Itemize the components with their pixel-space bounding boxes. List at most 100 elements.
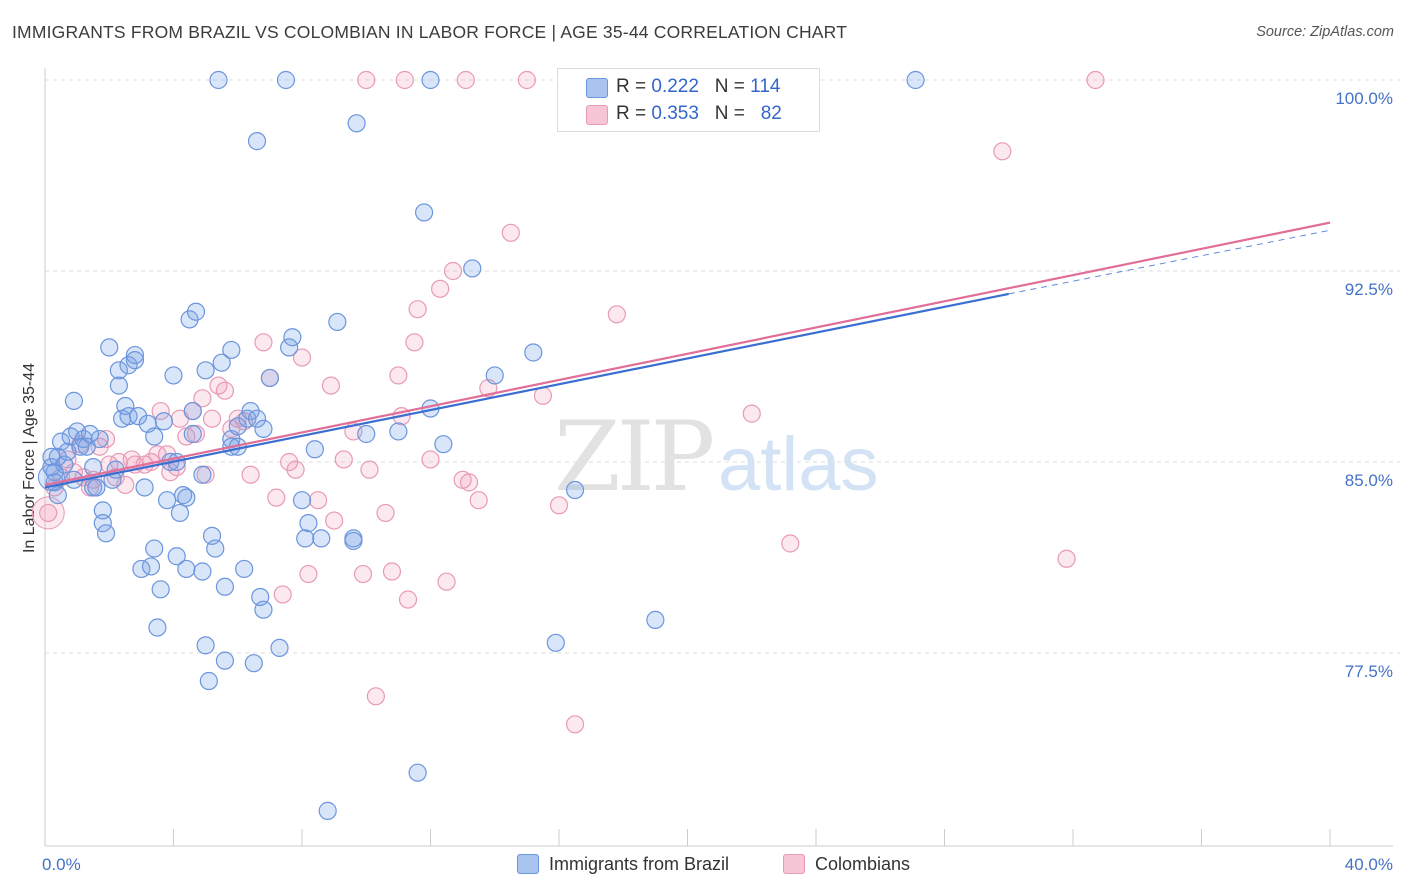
brazil-point bbox=[109, 376, 128, 395]
colombia-point bbox=[376, 503, 395, 523]
y-tick-label: 85.0% bbox=[1345, 471, 1393, 490]
brazil-r-label: R = bbox=[616, 76, 647, 97]
brazil-point bbox=[414, 203, 434, 222]
brazil-point bbox=[177, 488, 196, 507]
brazil-point bbox=[151, 580, 170, 599]
colombia-point bbox=[299, 564, 318, 584]
brazil-point bbox=[215, 577, 234, 596]
brazil-point bbox=[157, 491, 177, 510]
x-tick-label-left: 0.0% bbox=[42, 855, 81, 874]
colombia-point bbox=[459, 473, 479, 492]
colombia-point bbox=[334, 450, 353, 469]
brazil-point bbox=[344, 531, 363, 551]
colombia-trendline bbox=[44, 221, 1331, 486]
brazil-point bbox=[546, 633, 565, 652]
brazil-point bbox=[183, 401, 202, 421]
brazil-point bbox=[222, 340, 241, 360]
colombia-point bbox=[353, 564, 373, 584]
colombia-point bbox=[437, 572, 456, 591]
colombia-point bbox=[1057, 549, 1076, 568]
legend-colombia-swatch bbox=[783, 854, 805, 874]
brazil-point bbox=[93, 501, 112, 520]
brazil-stats-row: R = 0.222 N = 114 bbox=[616, 75, 780, 99]
brazil-point bbox=[389, 422, 408, 441]
brazil-point bbox=[254, 419, 273, 438]
colombia-point bbox=[292, 348, 312, 367]
colombia-point bbox=[202, 409, 222, 428]
colombia-point bbox=[1086, 70, 1105, 90]
colombia-point bbox=[151, 401, 170, 421]
colombia-point bbox=[96, 429, 116, 449]
brazil-point bbox=[48, 486, 67, 505]
colombia-point bbox=[501, 223, 520, 242]
brazil-point bbox=[283, 328, 302, 347]
colombia-point bbox=[408, 300, 427, 319]
colombia-point bbox=[382, 562, 402, 581]
legend-brazil-swatch bbox=[517, 854, 539, 874]
brazil-point bbox=[80, 424, 100, 444]
colombia-point bbox=[360, 460, 379, 479]
colombia-point bbox=[431, 279, 450, 298]
brazil-point bbox=[215, 651, 234, 670]
brazil-point bbox=[180, 310, 199, 329]
brazil-point bbox=[100, 338, 119, 357]
brazil-point bbox=[270, 638, 289, 658]
legend-item-brazil[interactable]: Immigrants from Brazil bbox=[517, 852, 729, 876]
brazil-point bbox=[141, 557, 161, 576]
brazil-point bbox=[254, 600, 273, 619]
brazil-point bbox=[177, 559, 196, 579]
colombia-point bbox=[366, 687, 385, 706]
brazil-point bbox=[164, 366, 183, 385]
brazil-point bbox=[96, 524, 116, 543]
brazil-point bbox=[90, 429, 109, 449]
brazil-n-value: 114 bbox=[750, 76, 781, 97]
brazil-point bbox=[421, 70, 440, 90]
brazil-point bbox=[292, 491, 312, 510]
brazil-point bbox=[212, 353, 231, 372]
colombia-point bbox=[456, 70, 475, 90]
watermark: ZIP atlas bbox=[554, 401, 879, 513]
brazil-point bbox=[196, 636, 215, 655]
colombia-point bbox=[517, 70, 536, 90]
brazil-point bbox=[196, 361, 215, 380]
colombia-n-label: N = bbox=[714, 103, 745, 124]
brazil-point bbox=[199, 671, 218, 691]
brazil-point bbox=[408, 763, 427, 782]
brazil-point bbox=[565, 480, 585, 500]
brazil-point bbox=[125, 345, 145, 365]
colombia-point bbox=[325, 511, 344, 530]
colombia-point bbox=[308, 491, 328, 510]
colombia-point bbox=[193, 389, 212, 408]
brazil-trendline-extension bbox=[1008, 229, 1331, 295]
colombia-point bbox=[421, 450, 440, 469]
colombia-point bbox=[565, 715, 585, 734]
brazil-point bbox=[174, 486, 193, 505]
brazil-point bbox=[135, 478, 154, 497]
brazil-point bbox=[318, 801, 337, 820]
brazil-point bbox=[276, 70, 296, 90]
colombia-n-value: 82 bbox=[760, 103, 782, 124]
brazil-point bbox=[485, 366, 504, 385]
legend-colombia-label: Colombians bbox=[815, 853, 911, 874]
y-tick-label: 100.0% bbox=[1335, 89, 1393, 108]
brazil-point bbox=[260, 368, 279, 388]
brazil-point bbox=[186, 302, 206, 321]
brazil-point bbox=[463, 259, 482, 278]
colombia-point bbox=[781, 534, 800, 553]
brazil-point bbox=[93, 514, 112, 533]
colombia-point bbox=[742, 404, 761, 423]
colombia-point bbox=[273, 585, 292, 604]
brazil-point bbox=[167, 547, 186, 566]
brazil-point bbox=[109, 361, 128, 380]
brazil-point bbox=[646, 610, 665, 629]
brazil-point bbox=[206, 539, 225, 558]
brazil-swatch bbox=[586, 78, 608, 98]
colombia-point bbox=[267, 488, 286, 507]
colombia-point bbox=[398, 590, 418, 609]
colombia-point bbox=[389, 366, 408, 385]
legend-brazil-label: Immigrants from Brazil bbox=[549, 853, 730, 874]
brazil-point bbox=[244, 654, 263, 673]
brazil-point bbox=[51, 432, 71, 451]
colombia-swatch bbox=[586, 105, 608, 125]
legend-item-colombians[interactable]: Colombians bbox=[783, 852, 910, 876]
